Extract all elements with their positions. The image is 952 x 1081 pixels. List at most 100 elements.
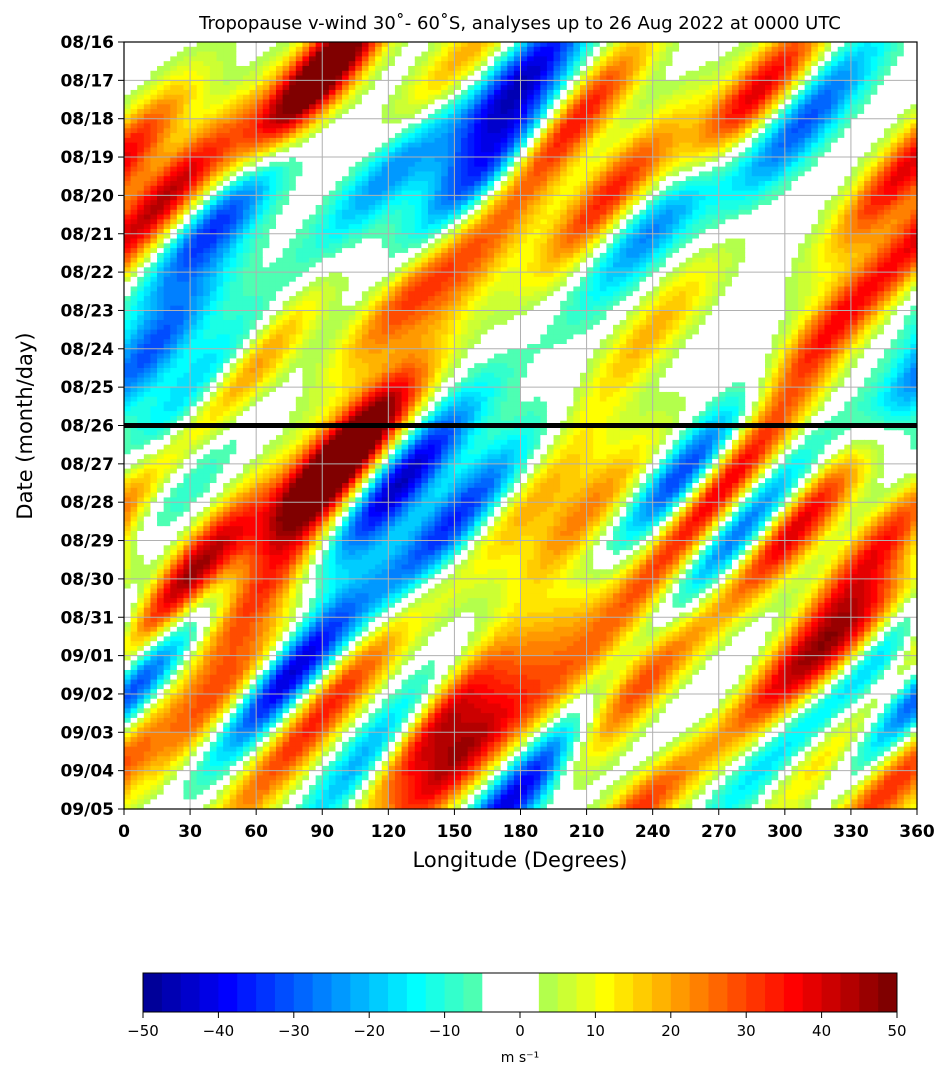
heatmap-cell xyxy=(157,123,165,129)
heatmap-cell xyxy=(421,214,429,220)
heatmap-cell xyxy=(698,157,707,163)
heatmap-cell xyxy=(434,190,442,196)
heatmap-cell xyxy=(573,209,581,216)
heatmap-cell xyxy=(361,185,370,192)
heatmap-cell xyxy=(467,176,475,182)
heatmap-cell xyxy=(527,104,535,110)
heatmap-cell xyxy=(335,142,343,149)
heatmap-cell xyxy=(368,104,376,110)
heatmap-cell xyxy=(798,171,806,177)
heatmap-cell xyxy=(275,228,284,235)
heatmap-cell xyxy=(857,94,865,101)
heatmap-cell xyxy=(527,133,535,139)
heatmap-cell xyxy=(124,209,132,216)
heatmap-cell xyxy=(613,94,621,101)
heatmap-cell xyxy=(599,128,608,134)
heatmap-cell xyxy=(579,70,588,77)
heatmap-cell xyxy=(798,209,806,216)
heatmap-cell xyxy=(375,166,383,173)
heatmap-cell xyxy=(586,65,594,72)
heatmap-cell xyxy=(315,181,323,187)
heatmap-cell xyxy=(811,209,819,216)
heatmap-cell xyxy=(738,181,746,187)
heatmap-cell xyxy=(864,142,872,149)
heatmap-cell xyxy=(903,75,911,81)
heatmap-cell xyxy=(771,157,779,163)
heatmap-cell xyxy=(196,109,204,115)
heatmap-cell xyxy=(903,152,911,158)
heatmap-cell xyxy=(275,157,284,163)
heatmap-cell xyxy=(778,214,786,220)
heatmap-cell xyxy=(381,233,389,240)
heatmap-cell xyxy=(249,85,257,91)
heatmap-cell xyxy=(494,142,502,149)
heatmap-cell xyxy=(897,61,905,67)
heatmap-cell xyxy=(229,228,237,235)
heatmap-cell xyxy=(348,214,356,220)
heatmap-cell xyxy=(381,209,389,216)
heatmap-cell xyxy=(652,118,660,125)
heatmap-cell xyxy=(527,113,535,120)
heatmap-cell xyxy=(910,137,918,144)
heatmap-cell xyxy=(414,113,422,120)
heatmap-cell xyxy=(441,161,449,168)
heatmap-cell xyxy=(632,99,641,105)
heatmap-cell xyxy=(890,46,898,53)
heatmap-cell xyxy=(130,123,138,129)
heatmap-cell xyxy=(124,238,132,244)
heatmap-cell xyxy=(553,209,561,216)
heatmap-cell xyxy=(626,61,634,67)
heatmap-cell xyxy=(328,109,337,115)
heatmap-cell xyxy=(672,214,680,220)
heatmap-cell xyxy=(388,142,396,149)
heatmap-cell xyxy=(315,61,323,67)
heatmap-cell xyxy=(282,214,290,220)
heatmap-cell xyxy=(361,224,370,230)
heatmap-cell xyxy=(223,181,231,187)
heatmap-cell xyxy=(223,56,231,62)
heatmap-cell xyxy=(903,42,911,48)
heatmap-cell xyxy=(599,200,608,206)
heatmap-cell xyxy=(157,89,165,96)
heatmap-cell xyxy=(176,214,185,220)
heatmap-cell xyxy=(262,94,270,101)
heatmap-cell xyxy=(157,195,165,201)
heatmap-cell xyxy=(401,42,409,48)
heatmap-cell xyxy=(361,104,370,110)
heatmap-cell xyxy=(725,204,733,211)
heatmap-cell xyxy=(778,166,786,173)
heatmap-cell xyxy=(163,89,171,96)
heatmap-cell xyxy=(553,233,561,240)
heatmap-cell xyxy=(679,171,687,177)
heatmap-cell xyxy=(441,195,449,201)
heatmap-cell xyxy=(315,228,323,235)
heatmap-cell xyxy=(857,195,865,201)
heatmap-cell xyxy=(831,56,839,62)
heatmap-cell xyxy=(394,61,403,67)
heatmap-cell xyxy=(209,238,218,244)
heatmap-cell xyxy=(183,75,191,81)
heatmap-cell xyxy=(639,118,647,125)
heatmap-cell xyxy=(804,195,812,201)
heatmap-cell xyxy=(282,80,290,86)
heatmap-cell xyxy=(870,42,878,48)
heatmap-cell xyxy=(414,46,422,53)
heatmap-cell xyxy=(434,42,442,48)
heatmap-cell xyxy=(824,109,832,115)
heatmap-cell xyxy=(679,228,687,235)
heatmap-cell xyxy=(335,89,343,96)
heatmap-cell xyxy=(613,171,621,177)
heatmap-cell xyxy=(725,228,733,235)
heatmap-cell xyxy=(361,65,370,72)
heatmap-cell xyxy=(593,185,601,192)
heatmap-cell xyxy=(632,224,641,230)
heatmap-cell xyxy=(725,42,733,48)
heatmap-cell xyxy=(883,133,892,139)
heatmap-cell xyxy=(474,104,482,110)
heatmap-cell xyxy=(765,190,773,196)
heatmap-cell xyxy=(560,209,568,216)
heatmap-cell xyxy=(824,233,832,240)
heatmap-cell xyxy=(421,113,429,120)
heatmap-cell xyxy=(632,190,641,196)
heatmap-cell xyxy=(408,123,416,129)
